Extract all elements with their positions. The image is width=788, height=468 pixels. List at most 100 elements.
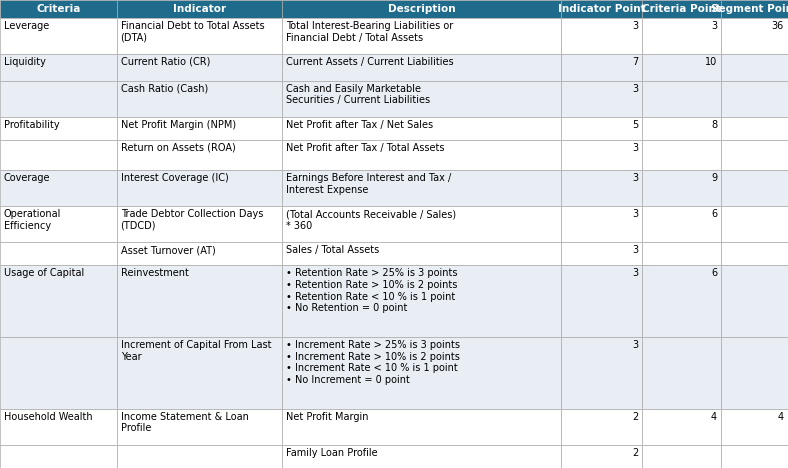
Bar xyxy=(561,242,642,265)
Text: Net Profit Margin (NPM): Net Profit Margin (NPM) xyxy=(121,120,236,130)
Bar xyxy=(561,18,642,54)
Bar xyxy=(117,117,282,140)
Bar xyxy=(282,409,561,445)
Bar xyxy=(117,206,282,242)
Bar xyxy=(0,170,117,206)
Text: Income Statement & Loan
Profile: Income Statement & Loan Profile xyxy=(121,412,248,433)
Bar xyxy=(642,140,721,170)
Bar xyxy=(0,445,117,468)
Text: 3: 3 xyxy=(632,173,638,183)
Bar xyxy=(561,140,642,170)
Bar xyxy=(0,0,117,18)
Text: 36: 36 xyxy=(771,21,784,31)
Bar xyxy=(561,0,642,18)
Bar xyxy=(642,265,721,337)
Text: 3: 3 xyxy=(632,84,638,94)
Bar xyxy=(721,54,788,81)
Bar xyxy=(282,18,561,54)
Bar xyxy=(642,206,721,242)
Text: 3: 3 xyxy=(632,269,638,278)
Bar xyxy=(642,54,721,81)
Bar xyxy=(642,18,721,54)
Text: 3: 3 xyxy=(711,21,717,31)
Text: 3: 3 xyxy=(632,340,638,350)
Bar xyxy=(282,140,561,170)
Text: Trade Debtor Collection Days
(TDCD): Trade Debtor Collection Days (TDCD) xyxy=(121,209,263,231)
Bar xyxy=(561,206,642,242)
Bar xyxy=(642,337,721,409)
Bar xyxy=(282,0,561,18)
Bar xyxy=(561,409,642,445)
Bar xyxy=(721,117,788,140)
Text: Net Profit Margin: Net Profit Margin xyxy=(286,412,369,422)
Bar xyxy=(117,409,282,445)
Text: 3: 3 xyxy=(632,21,638,31)
Bar xyxy=(0,242,117,265)
Text: 5: 5 xyxy=(632,120,638,130)
Text: Leverage: Leverage xyxy=(4,21,49,31)
Bar xyxy=(642,170,721,206)
Text: Indicator: Indicator xyxy=(173,4,226,14)
Text: Household Wealth: Household Wealth xyxy=(4,412,93,422)
Text: Segment Point: Segment Point xyxy=(711,4,788,14)
Text: 6: 6 xyxy=(711,209,717,219)
Text: Net Profit after Tax / Total Assets: Net Profit after Tax / Total Assets xyxy=(286,143,444,153)
Bar xyxy=(282,242,561,265)
Text: 10: 10 xyxy=(704,57,717,67)
Text: Sales / Total Assets: Sales / Total Assets xyxy=(286,245,379,255)
Bar xyxy=(721,337,788,409)
Text: Total Interest-Bearing Liabilities or
Financial Debt / Total Assets: Total Interest-Bearing Liabilities or Fi… xyxy=(286,21,453,43)
Bar xyxy=(721,265,788,337)
Bar xyxy=(642,117,721,140)
Text: Criteria: Criteria xyxy=(36,4,80,14)
Bar xyxy=(561,170,642,206)
Bar xyxy=(642,81,721,117)
Text: Operational
Efficiency: Operational Efficiency xyxy=(4,209,61,231)
Text: Current Ratio (CR): Current Ratio (CR) xyxy=(121,57,210,67)
Bar xyxy=(117,242,282,265)
Bar xyxy=(282,81,561,117)
Text: 2: 2 xyxy=(632,448,638,458)
Bar xyxy=(721,18,788,54)
Bar xyxy=(721,445,788,468)
Text: Cash and Easily Marketable
Securities / Current Liabilities: Cash and Easily Marketable Securities / … xyxy=(286,84,430,105)
Text: 4: 4 xyxy=(778,412,784,422)
Text: Financial Debt to Total Assets
(DTA): Financial Debt to Total Assets (DTA) xyxy=(121,21,264,43)
Bar xyxy=(0,140,117,170)
Text: Net Profit after Tax / Net Sales: Net Profit after Tax / Net Sales xyxy=(286,120,433,130)
Bar xyxy=(282,445,561,468)
Text: 3: 3 xyxy=(632,245,638,255)
Bar xyxy=(117,140,282,170)
Bar xyxy=(642,242,721,265)
Bar xyxy=(117,54,282,81)
Text: Liquidity: Liquidity xyxy=(4,57,46,67)
Bar xyxy=(561,117,642,140)
Bar xyxy=(0,206,117,242)
Bar xyxy=(117,18,282,54)
Bar xyxy=(117,81,282,117)
Text: • Retention Rate > 25% is 3 points
• Retention Rate > 10% is 2 points
• Retentio: • Retention Rate > 25% is 3 points • Ret… xyxy=(286,269,458,313)
Bar xyxy=(0,337,117,409)
Text: 4: 4 xyxy=(711,412,717,422)
Bar xyxy=(721,170,788,206)
Bar xyxy=(117,265,282,337)
Bar xyxy=(721,140,788,170)
Bar xyxy=(282,170,561,206)
Bar xyxy=(721,409,788,445)
Bar xyxy=(561,337,642,409)
Text: Coverage: Coverage xyxy=(4,173,50,183)
Text: 8: 8 xyxy=(711,120,717,130)
Text: 3: 3 xyxy=(632,143,638,153)
Bar xyxy=(0,54,117,81)
Bar xyxy=(0,409,117,445)
Bar xyxy=(0,81,117,117)
Text: Reinvestment: Reinvestment xyxy=(121,269,188,278)
Text: Return on Assets (ROA): Return on Assets (ROA) xyxy=(121,143,236,153)
Text: Increment of Capital From Last
Year: Increment of Capital From Last Year xyxy=(121,340,271,362)
Text: 9: 9 xyxy=(711,173,717,183)
Bar xyxy=(642,409,721,445)
Bar xyxy=(282,54,561,81)
Bar xyxy=(282,117,561,140)
Text: Asset Turnover (AT): Asset Turnover (AT) xyxy=(121,245,215,255)
Text: Earnings Before Interest and Tax /
Interest Expense: Earnings Before Interest and Tax / Inter… xyxy=(286,173,452,195)
